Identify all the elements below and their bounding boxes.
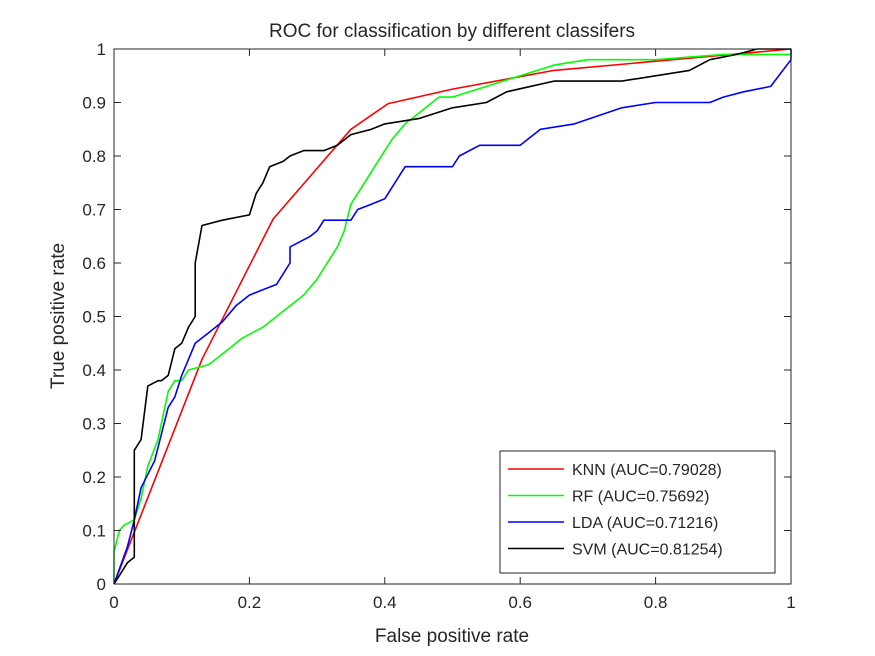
series-line-0 (113, 48, 792, 585)
x-tick-label: 1 (786, 593, 795, 612)
x-tick-label: 0 (109, 593, 118, 612)
y-tick-label: 0.1 (82, 522, 106, 541)
y-tick-label: 0.6 (82, 254, 106, 273)
y-tick-label: 0.2 (82, 468, 106, 487)
y-tick-label: 0.5 (82, 308, 106, 327)
chart-title: ROC for classification by different clas… (269, 21, 635, 42)
legend-label-1: RF (AUC=0.75692) (572, 489, 709, 506)
y-tick-label: 0.8 (82, 147, 106, 166)
y-tick-label: 0.7 (82, 201, 106, 220)
series-line-2 (113, 49, 792, 585)
series-layer (113, 48, 792, 585)
x-tick-label: 0.8 (644, 593, 668, 612)
series-line-1 (113, 49, 792, 584)
x-tick-label: 0.6 (508, 593, 532, 612)
series-line-3 (113, 48, 791, 585)
y-tick-label: 1 (97, 40, 106, 59)
y-tick-label: 0.9 (82, 94, 106, 113)
axes-layer: 0 0.2 0.4 0.6 0.8 1 0 0.1 0.2 0.3 0.4 0.5 0.6 0.7 0.8 0… (82, 40, 795, 612)
legend-label-0: KNN (AUC=0.79028) (572, 462, 722, 479)
legend: KNN (AUC=0.79028) RF (AUC=0.75692) LDA (AU… (499, 450, 776, 574)
x-tick-label: 0.2 (238, 593, 262, 612)
legend-box (499, 450, 776, 574)
x-axis-label: False positive rate (375, 626, 529, 647)
y-axis-label: True positive rate (48, 243, 69, 389)
legend-label-3: SVM (AUC=0.81254) (572, 542, 723, 559)
legend-label-2: LDA (AUC=0.71216) (572, 515, 718, 532)
y-tick-label: 0 (97, 575, 106, 594)
y-tick-label: 0.4 (82, 361, 106, 380)
y-tick-label: 0.3 (82, 415, 106, 434)
x-tick-label: 0.4 (373, 593, 397, 612)
